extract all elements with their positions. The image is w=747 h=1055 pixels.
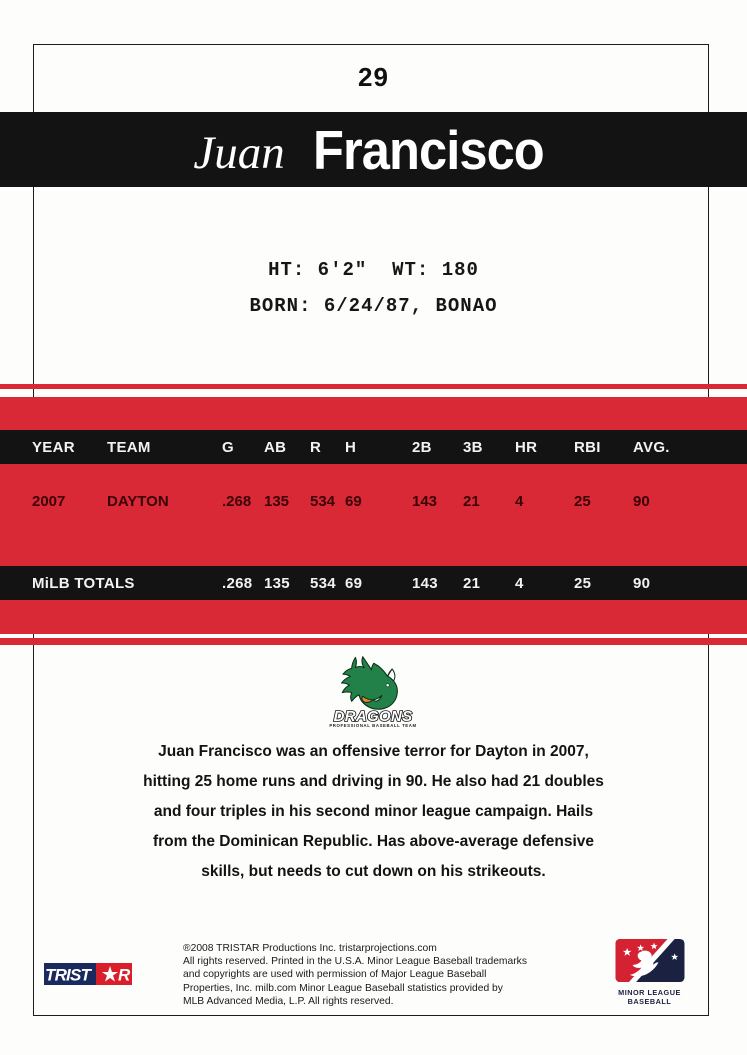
svg-text:R: R [118, 966, 131, 985]
svg-text:TRIST: TRIST [45, 966, 93, 985]
